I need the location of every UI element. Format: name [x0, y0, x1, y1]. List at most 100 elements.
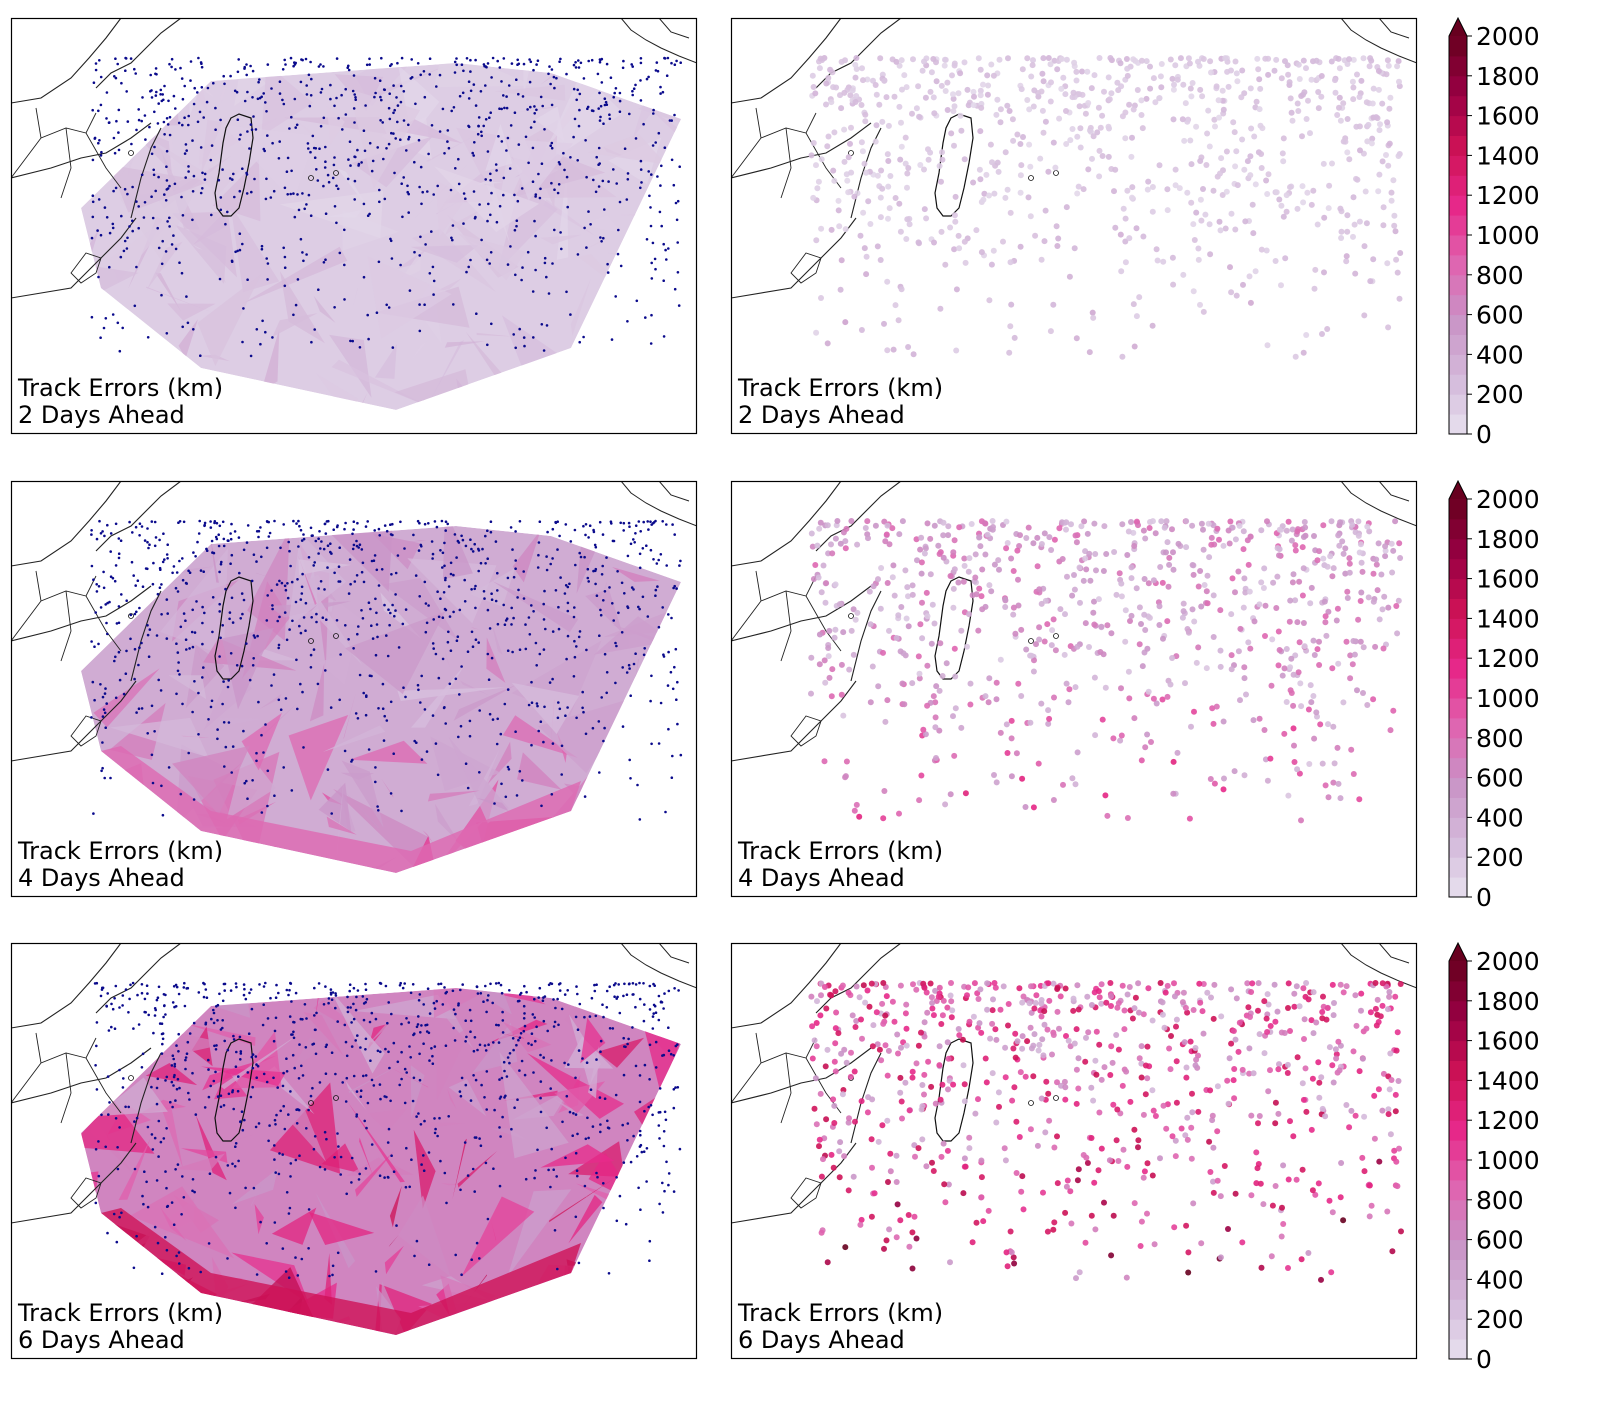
colorbar-extend-arrow [1449, 18, 1467, 36]
colorbar-2day: 0 200 400 600 800 1000 1200 1400 1600 1800 2000 [1448, 16, 1540, 449]
panel-title-line1: Track Errors (km) [737, 1299, 943, 1327]
country-borders [11, 107, 122, 284]
colorbar-level [1449, 777, 1467, 798]
island-2 [128, 150, 134, 156]
colorbar-tick-label: 1200 [1476, 644, 1540, 673]
colorbar-level [1449, 294, 1467, 316]
colorbar-tick-label: 1600 [1476, 102, 1540, 131]
colorbar-level [1449, 55, 1467, 77]
madagascar-outline [934, 1038, 974, 1142]
colorbar-tick-label: 1800 [1476, 525, 1540, 554]
panel-title-line1: Track Errors (km) [737, 374, 943, 402]
colorbar-level [1449, 499, 1467, 520]
colorbar-level [1449, 1140, 1467, 1161]
colorbar-level [1449, 195, 1467, 216]
island-0 [333, 1095, 339, 1101]
arabia-coastline [620, 481, 697, 527]
island-1 [1028, 1100, 1034, 1106]
colorbar-tick-label: 1000 [1476, 1146, 1540, 1175]
island-0 [1053, 1095, 1059, 1101]
colorbar-level [1449, 1259, 1467, 1280]
colorbar-tick-label: 800 [1476, 724, 1524, 753]
africa-coastline [731, 481, 902, 762]
madagascar-outline [214, 1038, 254, 1142]
colorbar-tick-label: 1000 [1476, 684, 1540, 713]
colorbar-level [1449, 75, 1467, 97]
arabia-coastline [620, 18, 697, 64]
island-1 [1028, 175, 1034, 181]
colorbar-extend-arrow [1449, 481, 1467, 499]
panel-frame [730, 480, 1418, 898]
map-background [731, 943, 1417, 1359]
colorbar-level [1449, 1339, 1467, 1360]
country-borders [731, 107, 842, 284]
colorbar-tick-label: 800 [1476, 261, 1524, 290]
madagascar-outline [214, 113, 254, 217]
map-panel-left-2day: Track Errors (km)2 Days Ahead [10, 17, 698, 435]
island-1 [1028, 638, 1034, 644]
colorbar-level [1449, 235, 1467, 256]
colorbar-level [1449, 1239, 1467, 1260]
island-1 [308, 1100, 314, 1106]
arabia-coastline [1340, 18, 1417, 64]
panel-title-line1: Track Errors (km) [17, 837, 223, 865]
colorbar-level [1449, 578, 1467, 599]
map-panel-right-6day: Track Errors (km)6 Days Ahead [730, 942, 1418, 1360]
colorbar-level [1449, 961, 1467, 982]
island-1 [308, 175, 314, 181]
colorbar-outline [1448, 479, 1468, 898]
island-2 [848, 613, 854, 619]
colorbar-level [1449, 314, 1467, 335]
colorbar-level [1449, 980, 1467, 1002]
observation-points [90, 56, 682, 358]
madagascar-outline [934, 576, 974, 680]
colorbar-level [1449, 95, 1467, 117]
colorbar-4day: 0 200 400 600 800 1000 1200 1400 1600 1800 2000 [1448, 479, 1540, 912]
colorbar-level [1449, 274, 1467, 296]
colorbar-tick-label: 800 [1476, 1186, 1524, 1215]
error-scatter [808, 55, 1404, 360]
colorbar-level [1449, 1020, 1467, 1042]
colorbar-tick-label: 200 [1476, 843, 1524, 872]
colorbar-tick-label: 400 [1476, 340, 1524, 369]
colorbar-level [1449, 1179, 1467, 1201]
colorbar-tick-label: 1400 [1476, 604, 1540, 633]
africa-coastline [731, 943, 902, 1224]
colorbar-level [1449, 837, 1467, 858]
colorbar-level [1449, 817, 1467, 838]
island-1 [308, 638, 314, 644]
colorbar-level [1449, 618, 1467, 639]
colorbar-level [1449, 135, 1467, 156]
colorbar-level [1449, 1199, 1467, 1221]
colorbar-tick-label: 400 [1476, 803, 1524, 832]
colorbar-level [1449, 598, 1467, 619]
country-borders [731, 1032, 842, 1209]
map-panel-left-4day: Track Errors (km)4 Days Ahead [10, 480, 698, 898]
colorbar-level [1449, 1299, 1467, 1320]
panel-frame [10, 480, 698, 898]
error-scatter [808, 980, 1404, 1283]
colorbar-level [1449, 797, 1467, 818]
panel-title-line2: 2 Days Ahead [18, 401, 185, 429]
island-0 [1053, 633, 1059, 639]
colorbar-level [1449, 36, 1467, 57]
colorbar-level [1449, 175, 1467, 196]
colorbar-level [1449, 857, 1467, 878]
colorbar-level [1449, 717, 1467, 739]
colorbar-level [1449, 877, 1467, 898]
panel-title-line2: 6 Days Ahead [738, 1326, 905, 1354]
colorbar-tick-label: 400 [1476, 1265, 1524, 1294]
colorbar-level [1449, 1319, 1467, 1340]
colorbar-level [1449, 334, 1467, 355]
madagascar-outline [214, 576, 254, 680]
colorbar-extend-arrow [1449, 943, 1467, 961]
colorbar-level [1449, 1000, 1467, 1022]
panel-frame [730, 17, 1418, 435]
colorbar-level [1449, 1279, 1467, 1300]
panel-title-line2: 6 Days Ahead [18, 1326, 185, 1354]
colorbar-tick-label: 1400 [1476, 141, 1540, 170]
colorbar-level [1449, 414, 1467, 435]
colorbar-6day: 0 200 400 600 800 1000 1200 1400 1600 1800 2000 [1448, 941, 1540, 1374]
africa-coastline [11, 18, 182, 299]
